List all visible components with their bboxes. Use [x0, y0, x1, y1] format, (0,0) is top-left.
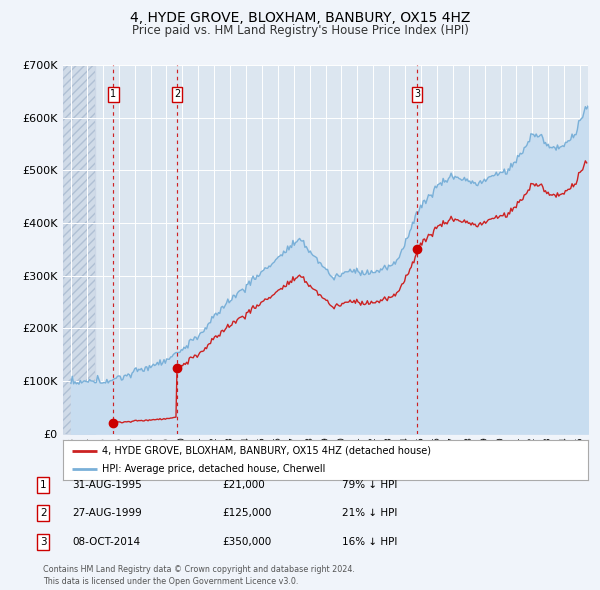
Text: 2: 2 — [174, 90, 180, 99]
Text: 1: 1 — [40, 480, 47, 490]
Text: 4, HYDE GROVE, BLOXHAM, BANBURY, OX15 4HZ: 4, HYDE GROVE, BLOXHAM, BANBURY, OX15 4H… — [130, 11, 470, 25]
Text: 2: 2 — [40, 509, 47, 518]
Text: £21,000: £21,000 — [222, 480, 265, 490]
Text: 31-AUG-1995: 31-AUG-1995 — [72, 480, 142, 490]
Text: 3: 3 — [414, 90, 420, 99]
Text: 27-AUG-1999: 27-AUG-1999 — [72, 509, 142, 518]
Text: 1: 1 — [110, 90, 116, 99]
Text: £350,000: £350,000 — [222, 537, 271, 546]
Text: 4, HYDE GROVE, BLOXHAM, BANBURY, OX15 4HZ (detached house): 4, HYDE GROVE, BLOXHAM, BANBURY, OX15 4H… — [103, 446, 431, 456]
Text: Contains HM Land Registry data © Crown copyright and database right 2024.
This d: Contains HM Land Registry data © Crown c… — [43, 565, 355, 586]
Text: 3: 3 — [40, 537, 47, 546]
Bar — [63, 65, 95, 434]
Text: 79% ↓ HPI: 79% ↓ HPI — [342, 480, 397, 490]
Text: £125,000: £125,000 — [222, 509, 271, 518]
Text: 21% ↓ HPI: 21% ↓ HPI — [342, 509, 397, 518]
Text: Price paid vs. HM Land Registry's House Price Index (HPI): Price paid vs. HM Land Registry's House … — [131, 24, 469, 37]
Text: 08-OCT-2014: 08-OCT-2014 — [72, 537, 140, 546]
Text: 16% ↓ HPI: 16% ↓ HPI — [342, 537, 397, 546]
Text: HPI: Average price, detached house, Cherwell: HPI: Average price, detached house, Cher… — [103, 464, 326, 474]
